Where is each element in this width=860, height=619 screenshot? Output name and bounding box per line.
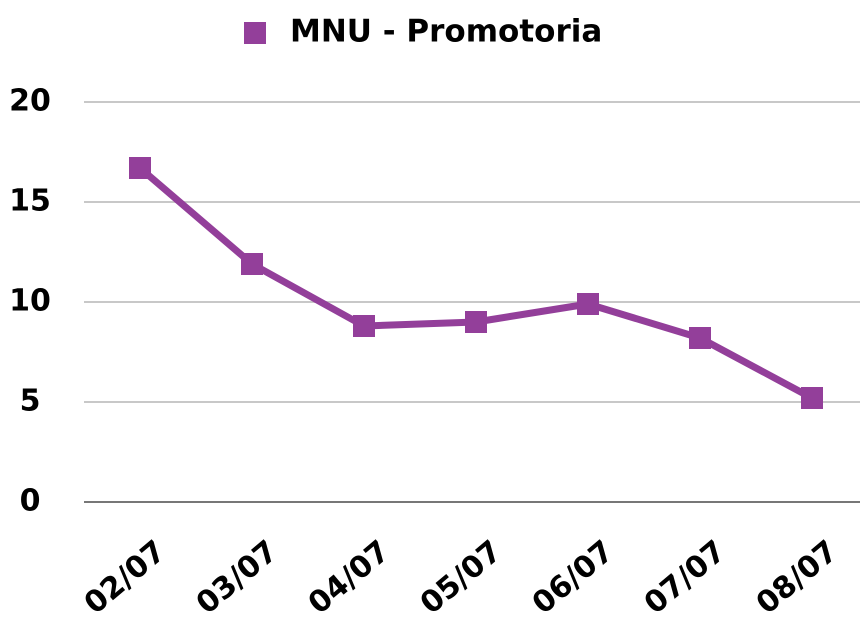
point-marker — [129, 157, 151, 179]
point-marker — [577, 293, 599, 315]
point-marker — [241, 253, 263, 275]
point-marker — [465, 311, 487, 333]
point-marker — [689, 327, 711, 349]
x-tick-label: 04/07 — [302, 534, 397, 619]
x-tick-label: 03/07 — [190, 534, 285, 619]
point-marker — [801, 387, 823, 409]
x-tick-label: 07/07 — [638, 534, 733, 619]
legend-swatch — [244, 22, 266, 44]
point-marker — [353, 315, 375, 337]
y-tick-label: 10 — [9, 284, 51, 319]
y-tick-label: 0 — [20, 484, 41, 519]
y-tick-label: 5 — [20, 384, 41, 419]
y-tick-label: 15 — [9, 184, 51, 219]
x-tick-label: 06/07 — [526, 534, 621, 619]
x-tick-label: 02/07 — [78, 534, 173, 619]
y-tick-label: 20 — [9, 84, 51, 119]
legend: MNU - Promotoria — [244, 14, 602, 50]
x-tick-label: 05/07 — [414, 534, 509, 619]
legend-label: MNU - Promotoria — [290, 14, 602, 50]
x-tick-label: 08/07 — [750, 534, 845, 619]
